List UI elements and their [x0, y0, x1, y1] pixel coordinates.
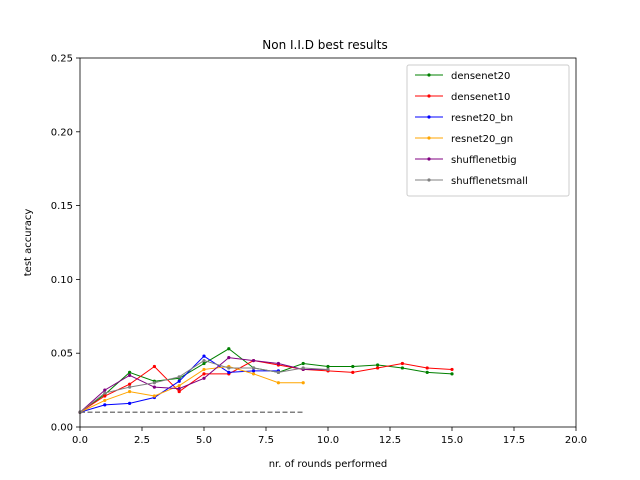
data-point-resnet20_bn — [103, 403, 107, 407]
data-point-shufflenetbig — [177, 387, 181, 391]
data-point-shufflenetbig — [202, 376, 206, 380]
y-tick-label: 0.15 — [51, 201, 73, 212]
legend-marker — [427, 73, 431, 77]
legend-marker — [427, 157, 431, 161]
series-line-resnet20_gn — [79, 365, 304, 413]
x-tick-label: 5.0 — [196, 435, 212, 446]
data-point-densenet20 — [326, 364, 330, 369]
data-point-shufflenetsmall — [326, 367, 330, 372]
data-point-resnet20_bn — [177, 379, 181, 383]
data-point-shufflenetsmall — [152, 381, 156, 385]
data-point-resnet20_gn — [202, 367, 206, 372]
data-point-shufflenetsmall — [252, 366, 256, 370]
y-tick-label: 0.05 — [51, 349, 73, 360]
data-point-densenet20 — [301, 361, 305, 366]
data-point-shufflenetbig — [128, 373, 132, 377]
x-tick-label: 10.0 — [317, 435, 339, 446]
data-point-densenet10 — [351, 370, 355, 374]
data-point-densenet10 — [376, 366, 380, 370]
legend-marker — [427, 136, 431, 140]
data-point-shufflenetsmall — [103, 391, 107, 395]
data-point-resnet20_bn — [202, 354, 206, 358]
chart-title: Non I.I.D best results — [262, 38, 387, 52]
data-point-densenet20 — [425, 370, 429, 374]
data-point-shufflenetsmall — [301, 366, 305, 370]
data-point-shufflenetbig — [252, 358, 256, 363]
x-tick-label: 7.5 — [258, 435, 274, 446]
data-point-resnet20_bn — [128, 401, 132, 405]
y-tick-label: 0.20 — [51, 127, 73, 138]
y-axis: 0.00 0.05 0.10 0.15 0.20 0.25 — [51, 54, 80, 434]
data-point-shufflenetsmall — [276, 370, 280, 374]
x-tick-label: 0.0 — [72, 435, 88, 446]
x-tick-label: 17.5 — [503, 435, 525, 446]
data-point-shufflenetbig — [276, 361, 280, 366]
x-tick-label: 15.0 — [441, 435, 463, 446]
data-point-resnet20_bn — [252, 369, 256, 373]
x-tick-label: 20.0 — [565, 435, 587, 446]
legend-marker — [427, 94, 431, 98]
y-tick-label: 0.10 — [51, 275, 73, 286]
data-point-shufflenetbig — [103, 388, 107, 392]
series-line-densenet10 — [79, 360, 453, 413]
legend-label: resnet20_bn — [451, 113, 513, 124]
series-layer — [78, 347, 454, 414]
data-point-resnet20_gn — [252, 372, 256, 376]
data-point-resnet20_gn — [276, 381, 280, 385]
data-point-densenet10 — [400, 361, 404, 366]
data-point-densenet20 — [351, 364, 355, 369]
x-axis-title: nr. of rounds performed — [269, 459, 388, 470]
data-point-shufflenetsmall — [227, 366, 231, 370]
data-point-densenet20 — [400, 366, 404, 370]
legend-label: resnet20_gn — [451, 134, 513, 145]
legend-marker — [427, 115, 431, 119]
legend-label: densenet10 — [451, 92, 510, 103]
y-tick-label: 0.00 — [51, 423, 73, 434]
data-point-densenet20 — [202, 361, 206, 366]
legend: densenet20 densenet10 resnet20_bn resnet20_… — [406, 64, 570, 197]
legend-box — [406, 64, 570, 197]
data-point-densenet10 — [152, 364, 156, 369]
data-point-shufflenetbig — [152, 385, 156, 389]
legend-label: shufflenetbig — [451, 155, 517, 166]
data-point-densenet10 — [202, 372, 206, 376]
data-point-densenet20 — [450, 372, 454, 376]
data-point-shufflenetsmall — [128, 385, 132, 389]
legend-marker — [427, 178, 431, 182]
legend-label: densenet20 — [451, 71, 510, 82]
data-point-resnet20_gn — [177, 384, 181, 388]
y-axis-title: test accuracy — [23, 209, 34, 277]
data-point-densenet10 — [450, 367, 454, 372]
legend-label: shufflenetsmall — [451, 176, 528, 187]
data-point-densenet20 — [227, 347, 231, 351]
data-point-resnet20_gn — [128, 389, 132, 394]
y-tick-label: 0.25 — [51, 54, 73, 65]
data-point-resnet20_gn — [152, 394, 156, 398]
data-point-shufflenetbig — [227, 356, 231, 360]
data-point-resnet20_bn — [227, 370, 231, 374]
x-tick-label: 12.5 — [379, 435, 401, 446]
data-point-densenet20 — [376, 363, 380, 367]
data-point-shufflenetsmall — [202, 358, 206, 363]
data-point-resnet20_gn — [301, 381, 305, 385]
x-axis: 0.0 2.5 5.0 7.5 10.0 12.5 15.0 17.5 20.0 — [72, 427, 587, 446]
data-point-densenet10 — [103, 394, 107, 398]
data-point-densenet10 — [425, 366, 429, 370]
data-point-resnet20_gn — [103, 398, 107, 403]
data-point-shufflenetsmall — [177, 375, 181, 379]
x-tick-label: 2.5 — [134, 435, 150, 446]
data-point-densenet10 — [177, 389, 181, 394]
data-point-densenet10 — [128, 382, 132, 386]
data-point-densenet20 — [128, 370, 132, 374]
